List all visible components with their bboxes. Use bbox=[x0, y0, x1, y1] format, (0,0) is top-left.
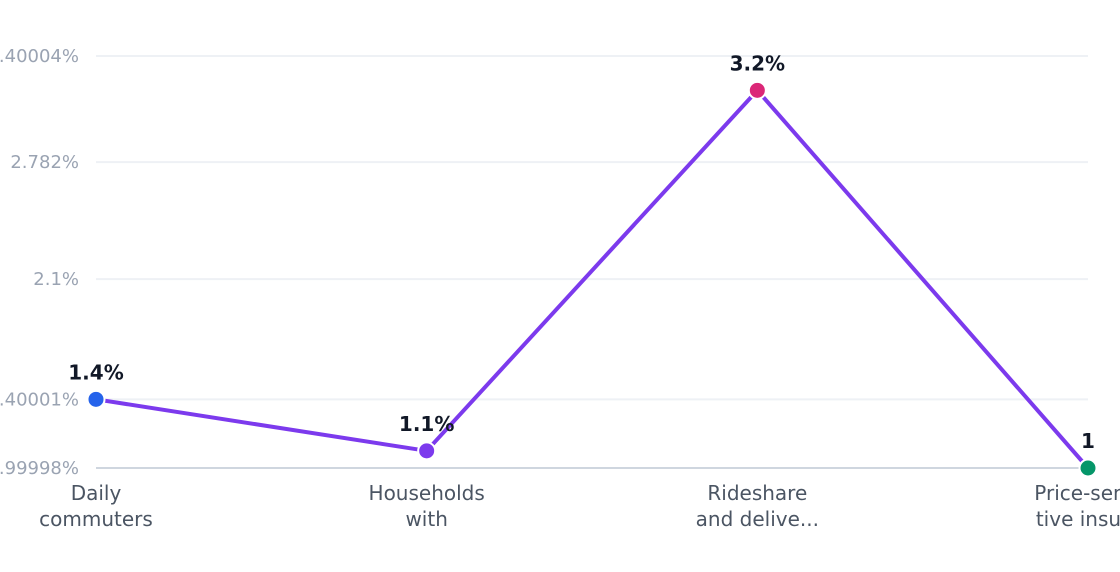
y-tick-label: 3.40004% bbox=[0, 46, 79, 67]
x-tick-label: Households with bbox=[369, 481, 485, 531]
y-tick-label: 2.782% bbox=[10, 152, 79, 173]
y-tick-label: 0.99998% bbox=[0, 458, 79, 479]
data-label: 1.4% bbox=[68, 360, 123, 384]
data-point bbox=[417, 441, 437, 461]
data-labels: 1.4% 1.1% 3.2% 1 bbox=[68, 51, 1095, 453]
x-tick-label: Rideshare and delive... bbox=[696, 481, 819, 531]
y-tick-label: 1.40001% bbox=[0, 389, 79, 410]
data-label: 1.1% bbox=[399, 412, 454, 436]
x-tick-label: Daily commuters bbox=[39, 481, 153, 531]
data-points bbox=[86, 80, 1098, 478]
x-tick-label: Price-sensitive insu... bbox=[1034, 481, 1120, 531]
data-point bbox=[1078, 458, 1098, 478]
data-label: 1 bbox=[1081, 429, 1095, 453]
x-axis-ticks: Daily commuters Households with Rideshare and… bbox=[39, 481, 1120, 531]
data-point bbox=[747, 80, 767, 100]
gridlines bbox=[96, 55, 1088, 401]
data-point bbox=[86, 389, 106, 409]
data-label: 3.2% bbox=[730, 51, 785, 75]
y-axis-ticks: 0.99998% 1.40001% 2.1% 2.782% 3.40004% bbox=[0, 46, 79, 479]
y-tick-label: 2.1% bbox=[33, 269, 79, 290]
series-line bbox=[95, 88, 1090, 470]
